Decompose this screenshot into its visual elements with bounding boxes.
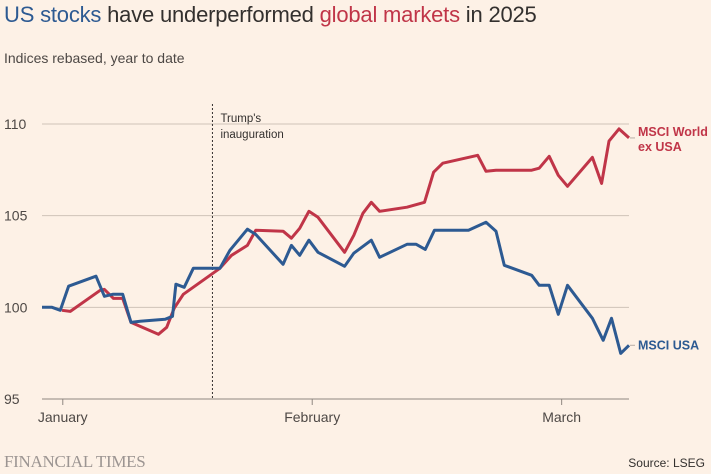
x-tick-label: January: [38, 409, 88, 425]
y-tick-label: 105: [4, 208, 28, 224]
series-lines: [42, 127, 631, 355]
series-line-msci-world-ex-usa: [61, 127, 631, 336]
series-label: MSCI World: [638, 125, 708, 139]
inauguration-annotation: Trump's inauguration: [211, 104, 284, 399]
y-axis-ticks: 95 100 105 110: [4, 116, 28, 407]
series-label: ex USA: [638, 140, 682, 154]
title-end: in 2025: [459, 2, 537, 27]
gridlines: [42, 123, 629, 400]
annotation-text: Trump's: [220, 113, 261, 125]
x-tick-label: February: [284, 409, 340, 425]
series-label: MSCI USA: [638, 338, 699, 352]
y-tick-label: 110: [4, 116, 27, 132]
title-us-stocks: US stocks: [4, 2, 102, 27]
x-tick-label: March: [542, 409, 581, 425]
x-axis-ticks: January February March: [38, 399, 581, 425]
title-middle: have underperformed: [101, 2, 320, 27]
ft-logo: FINANCIAL TIMES: [4, 452, 146, 471]
y-tick-label: 100: [4, 299, 28, 315]
source-note: Source: LSEG: [628, 456, 705, 470]
chart-title: US stocks have underperformed global mar…: [4, 2, 537, 28]
chart-subtitle: Indices rebased, year to date: [4, 50, 185, 66]
series-line-msci-usa: [42, 220, 631, 355]
y-tick-label: 95: [4, 391, 20, 407]
title-global-markets: global markets: [319, 2, 460, 27]
annotation-text: inauguration: [220, 129, 283, 141]
